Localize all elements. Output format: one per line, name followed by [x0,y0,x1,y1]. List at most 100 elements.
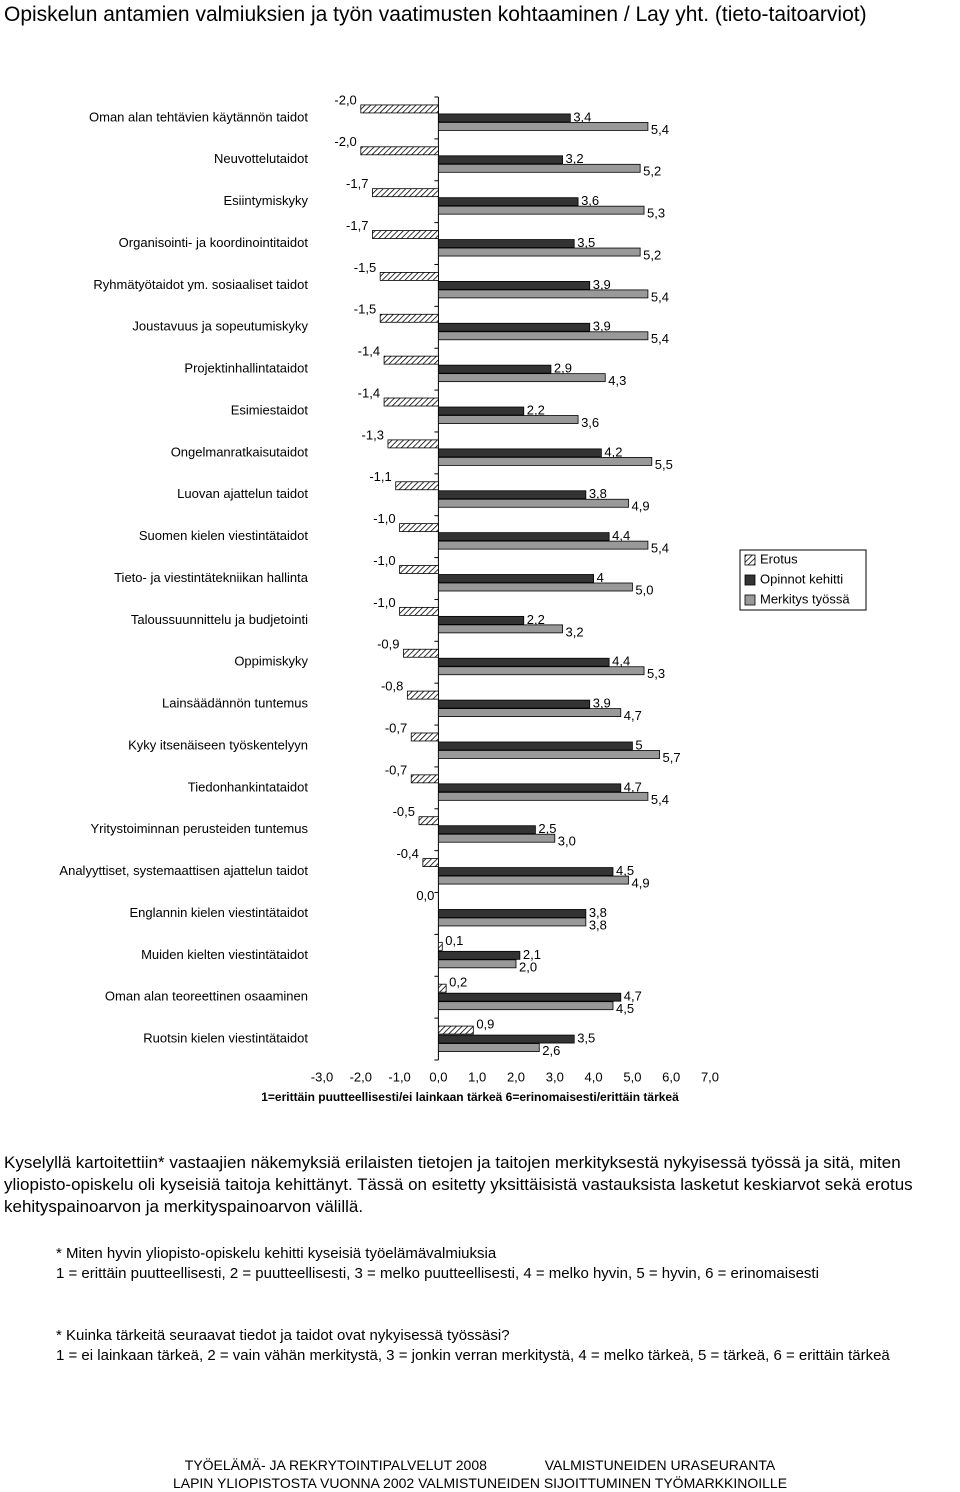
legend-box [739,549,867,611]
category-label: Projektinhallintataidot [184,361,308,376]
x-tick-label: 3,0 [546,1069,564,1084]
bar [437,875,629,885]
legend-swatch [744,594,756,606]
footer-text: VALMISTUNEIDEN URASEURANTA [544,1457,776,1473]
value-label: 0,2 [449,975,467,990]
x-axis-title: 1=erittäin puutteellisesti/ei lainkaan t… [261,1090,679,1104]
bar [437,540,649,550]
category-label: Ryhmätyötaidot ym. sosiaaliset taidot [93,277,308,292]
bar [437,498,629,508]
note: * Miten hyvin yliopisto-opiskelu kehitti… [56,1244,946,1284]
value-label: 3,5 [577,235,595,250]
x-tick-label: -1,0 [388,1069,410,1084]
value-label: 3,9 [593,277,611,292]
footer-line: LAPIN YLIOPISTOSTA VUONNA 2002 VALMISTUN… [0,1475,960,1492]
bar [437,406,525,416]
footer-text: LAPIN YLIOPISTOSTA VUONNA 2002 VALMISTUN… [172,1475,788,1491]
value-label: 5,7 [663,750,681,765]
bar [437,666,645,676]
bar [437,783,622,793]
value-label: 5 [635,737,642,752]
bar [437,205,645,215]
value-label: -1,5 [354,302,376,317]
bar [437,941,443,951]
value-label: 5,3 [647,666,665,681]
bar [437,415,579,424]
value-label: 5,5 [655,457,673,472]
value-label: 4 [597,570,604,585]
value-label: -1,0 [373,595,395,610]
x-tick-label: 4,0 [585,1069,603,1084]
x-tick-label: -3,0 [311,1069,333,1084]
bar [437,574,594,583]
bar [437,113,571,123]
category-label: Suomen kielen viestintätaidot [139,528,308,543]
category-label: Analyyttiset, systemaattisen ajattelun t… [59,863,308,878]
note-line: 1 = ei lainkaan tärkeä, 2 = vain vähän m… [56,1347,890,1364]
paragraph: Kyselyllä kartoitettiin* vastaajien näke… [4,1153,913,1216]
bar [399,606,439,616]
legend-label: Opinnot kehitti [760,571,843,586]
bar [379,272,439,281]
footer-line: TYÖELÄMÄ- JA REKRYTOINTIPALVELUT 2008 VA… [0,1457,960,1474]
legend-label: Merkitys työssä [760,591,850,606]
value-label: 3,6 [581,415,599,430]
value-label: -0,9 [377,637,399,652]
value-label: 2,9 [554,361,572,376]
value-label: -1,7 [346,176,368,191]
bar [410,732,439,742]
chart-title: Opiskelun antamien valmiuksien ja työn v… [4,3,867,26]
category-label: Esiintymiskyky [223,193,308,208]
value-label: 2,1 [523,947,541,962]
bar [437,708,622,718]
category-label: Yritystoiminnan perusteiden tuntemus [90,821,308,836]
bar [395,481,439,491]
value-label: -2,0 [334,134,356,149]
value-label: 3,6 [581,193,599,208]
value-label: 5,4 [651,541,669,556]
bar [437,950,521,960]
bar [403,648,439,658]
category-label: Ongelmanratkaisutaidot [171,444,309,459]
note-line: * Miten hyvin yliopisto-opiskelu kehitti… [56,1245,497,1262]
bar [360,104,439,114]
note-line: 1 = erittäin puutteellisesti, 2 = puutte… [56,1265,819,1282]
category-label: Oppimiskyky [234,654,308,669]
bar [437,1025,474,1035]
value-label: 3,4 [573,109,591,124]
bar [360,146,439,156]
bar [410,774,439,784]
x-tick-label: 0,0 [429,1069,447,1084]
value-label: 3,9 [593,319,611,334]
x-tick-label: 6,0 [662,1069,680,1084]
value-label: 3,8 [589,917,607,932]
value-label: 4,4 [612,528,630,543]
value-label: -1,7 [346,218,368,233]
category-label: Ruotsin kielen viestintätaidot [143,1031,308,1046]
category-label: Neuvottelutaidot [214,151,308,166]
bar [437,322,591,332]
bar [437,1043,540,1052]
value-label: -0,7 [385,762,407,777]
value-label: 3,9 [593,696,611,711]
note-line: * Kuinka tärkeitä seuraavat tiedot ja ta… [56,1327,510,1344]
x-tick-label: 5,0 [623,1069,641,1084]
category-label: Tiedonhankintataidot [188,779,309,794]
x-tick-label: 1,0 [468,1069,486,1084]
value-label: 0,1 [445,933,463,948]
bar [437,247,641,257]
bar [437,582,633,592]
bar [437,992,622,1002]
bar [437,699,591,709]
category-label: Englannin kielen viestintätaidot [129,905,308,920]
bar [437,364,552,374]
bar [437,1034,575,1044]
value-label: -0,5 [393,804,415,819]
value-label: 2,5 [538,821,556,836]
value-label: -1,1 [369,469,391,484]
bar [437,155,563,165]
value-label: -2,0 [334,92,356,107]
bar [437,741,633,751]
category-label: Luovan ajattelun taidot [177,486,308,501]
value-label: 4,5 [616,863,634,878]
